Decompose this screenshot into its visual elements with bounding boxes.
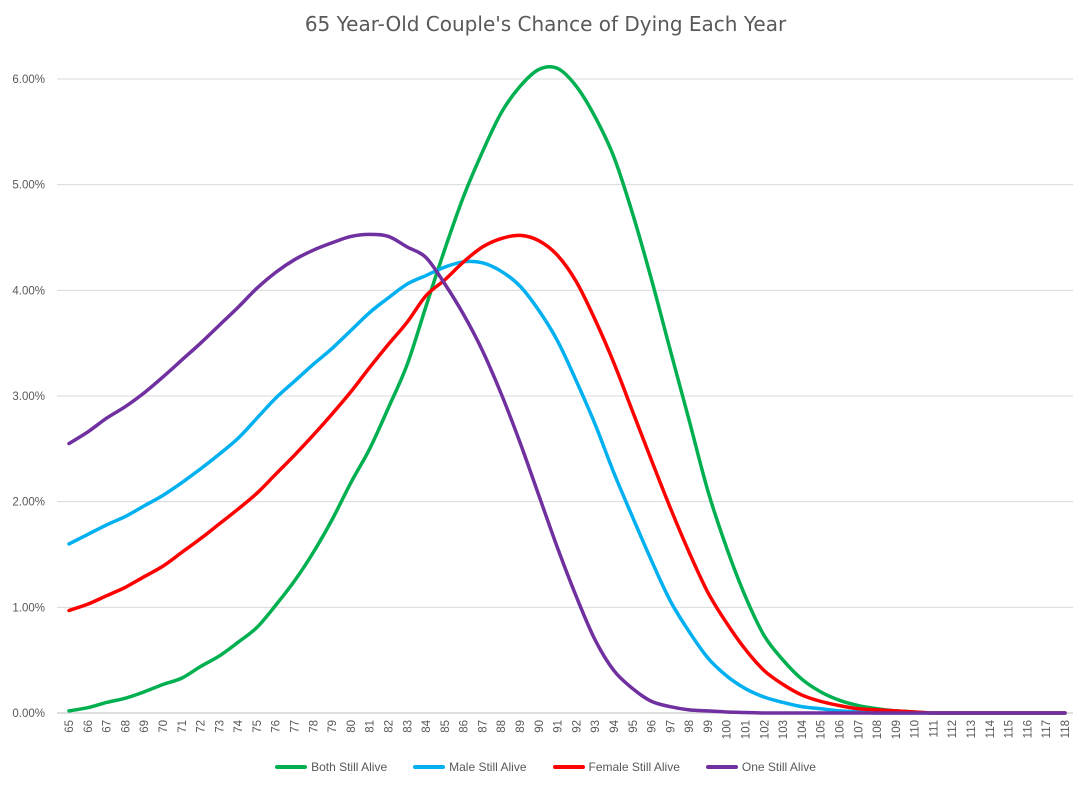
x-tick-label: 91 [553, 720, 565, 733]
legend-label: One Still Alive [741, 760, 816, 774]
x-tick-label: 80 [346, 720, 358, 733]
x-tick-label: 102 [759, 720, 771, 739]
x-tick-label: 117 [1041, 720, 1053, 738]
x-tick-label: 105 [816, 720, 828, 739]
x-tick-label: 73 [214, 720, 226, 733]
x-tick-label: 109 [891, 720, 903, 739]
legend-swatch [413, 765, 446, 769]
x-tick-label: 110 [910, 720, 922, 738]
legend-label: Male Still Alive [449, 760, 527, 774]
x-tick-label: 111 [928, 720, 940, 737]
legend-item: Female Still Alive [552, 760, 680, 774]
x-tick-label: 76 [271, 720, 283, 733]
x-tick-label: 92 [571, 720, 583, 733]
x-tick-label: 82 [383, 720, 395, 733]
x-tick-label: 108 [872, 720, 884, 739]
x-tick-label: 116 [1022, 720, 1034, 738]
legend-item: Male Still Alive [413, 760, 527, 774]
x-tick-label: 90 [534, 720, 546, 733]
y-tick-label: 1.00% [12, 602, 45, 614]
x-tick-label: 95 [628, 720, 640, 733]
x-tick-label: 79 [327, 720, 339, 733]
x-tick-label: 98 [684, 720, 696, 733]
legend: Both Still Alive Male Still Alive Female S… [0, 760, 1091, 774]
x-tick-label: 94 [609, 719, 621, 732]
x-tick-label: 115 [1004, 720, 1016, 738]
x-tick-label: 67 [102, 720, 114, 733]
x-tick-label: 93 [590, 720, 602, 733]
x-tick-label: 83 [402, 720, 414, 733]
x-tick-label: 97 [665, 720, 677, 733]
x-tick-label: 72 [196, 720, 208, 733]
series-line-female-still-alive [67, 233, 1067, 715]
x-tick-label: 86 [459, 720, 471, 733]
x-tick-label: 101 [741, 720, 753, 739]
x-tick-label: 70 [158, 720, 170, 733]
chart-title: 65 Year-Old Couple's Chance of Dying Eac… [304, 12, 787, 36]
x-tick-label: 104 [797, 719, 809, 739]
legend-label: Both Still Alive [311, 760, 388, 774]
x-tick-label: 100 [722, 720, 734, 739]
legend-swatch [705, 765, 738, 769]
y-tick-label: 6.00% [12, 74, 45, 86]
x-tick-label: 88 [496, 720, 508, 733]
x-tick-label: 66 [83, 720, 95, 733]
x-tick-label: 87 [477, 720, 489, 733]
x-tick-label: 74 [233, 719, 245, 732]
x-tick-label: 107 [853, 720, 865, 739]
x-tick-label: 75 [252, 720, 264, 733]
series-line-both-still-alive [67, 64, 1067, 715]
x-tick-label: 81 [365, 720, 377, 733]
x-tick-label: 112 [947, 720, 959, 738]
x-tick-label: 69 [139, 720, 151, 733]
x-tick-label: 113 [966, 720, 978, 738]
y-tick-label: 0.00% [12, 708, 45, 720]
y-tick-label: 4.00% [12, 285, 45, 297]
x-tick-label: 65 [64, 720, 76, 733]
x-tick-label: 114 [985, 719, 997, 738]
x-tick-label: 84 [421, 719, 433, 732]
x-tick-label: 78 [308, 720, 320, 733]
x-tick-label: 99 [703, 720, 715, 733]
x-tick-label: 71 [177, 720, 189, 733]
y-tick-label: 2.00% [12, 497, 45, 509]
x-tick-label: 77 [290, 720, 302, 733]
x-tick-label: 96 [647, 720, 659, 733]
series-line-male-still-alive [67, 259, 1067, 715]
x-tick-label: 85 [440, 720, 452, 733]
x-tick-label: 103 [778, 720, 790, 739]
legend-swatch [552, 765, 585, 769]
legend-item: One Still Alive [705, 760, 816, 774]
x-tick-label: 106 [834, 720, 846, 739]
x-tick-label: 68 [120, 720, 132, 733]
legend-item: Both Still Alive [275, 760, 387, 774]
legend-label: Female Still Alive [588, 760, 680, 774]
x-tick-label: 118 [1060, 720, 1072, 738]
x-tick-label: 89 [515, 720, 527, 733]
y-tick-label: 3.00% [12, 391, 45, 403]
legend-swatch [275, 765, 308, 769]
y-tick-label: 5.00% [12, 180, 45, 192]
series-line-one-still-alive [67, 232, 1067, 715]
